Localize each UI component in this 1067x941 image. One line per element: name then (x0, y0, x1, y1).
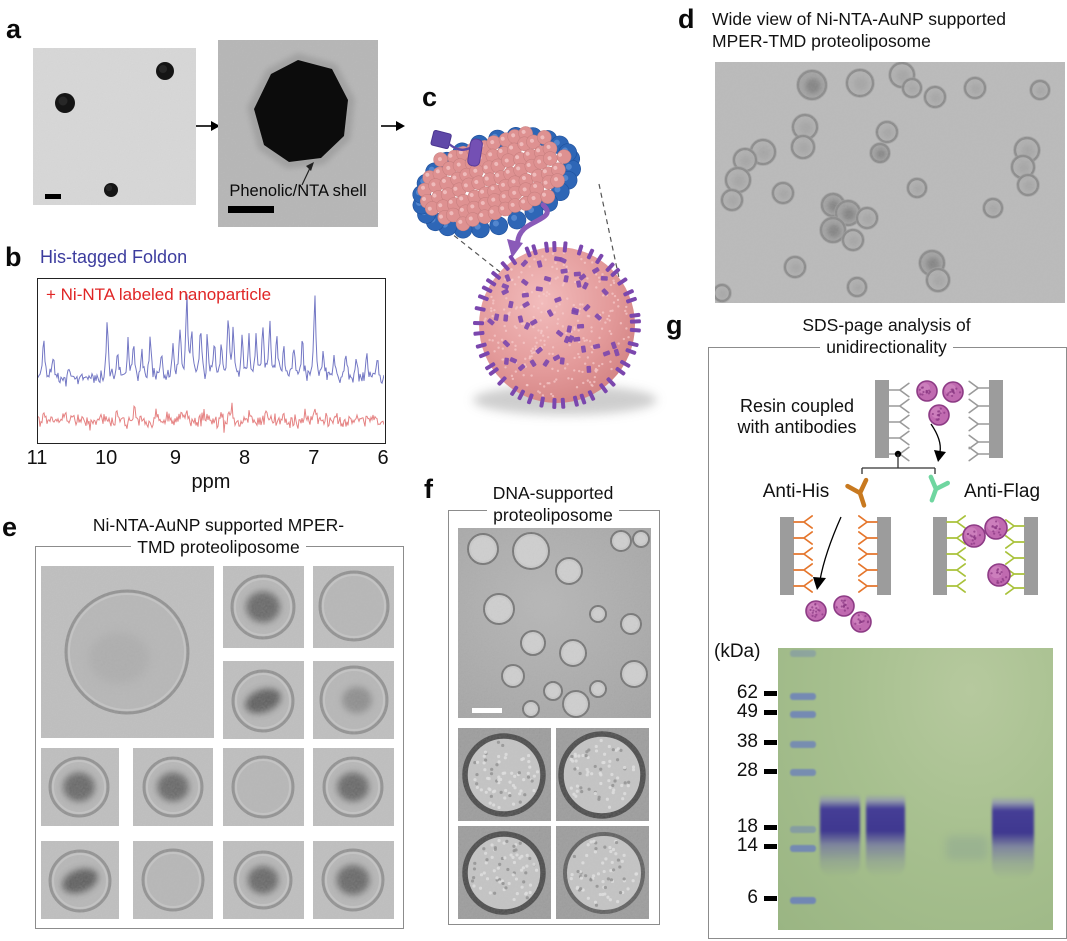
anti-his-label: Anti-His (762, 481, 830, 502)
gel-marker-label: 49 (736, 701, 758, 722)
panel-g-title-line2: unidirectionality (820, 336, 953, 358)
gel-marker-label: 38 (736, 731, 758, 752)
panel-g-label: g (666, 310, 683, 340)
tem-dna-closeup-tile (458, 728, 551, 821)
tem-tile (41, 566, 214, 738)
gel-marker-tick (764, 691, 777, 696)
gel-ladder-band (790, 769, 816, 776)
panel-e-title: Ni-NTA-AuNP supported MPER- TMD proteoli… (35, 514, 402, 558)
panel-e-title-line2: TMD proteoliposome (131, 536, 306, 558)
tem-tile (41, 841, 119, 919)
nmr-tick-label: 10 (95, 447, 118, 469)
gel-marker-label: 62 (736, 682, 758, 703)
nmr-tick-label: 7 (308, 447, 320, 469)
tem-dna-closeup-tile (556, 728, 649, 821)
panel-e-label: e (2, 512, 18, 542)
gel-marker-label: 18 (736, 816, 758, 837)
panel-d-title-line1: Wide view of Ni-NTA-AuNP supported (712, 9, 1007, 29)
panel-a-label: a (6, 14, 22, 44)
panel-b-label: b (5, 242, 22, 272)
tem-wide-view (715, 62, 1065, 303)
tem-aunp-closeup: Phenolic/NTA shell (218, 40, 378, 227)
tem-tile (223, 841, 304, 919)
tem-wide-view-art (715, 62, 1065, 303)
resin-label: Resin coupled with antibodies (727, 396, 867, 438)
shell-annotation-label: Phenolic/NTA shell (229, 182, 367, 200)
panel-g-title: SDS-page analysis of unidirectionality (708, 314, 1065, 358)
nmr-tick-label: 11 (26, 447, 48, 469)
panel-f-label: f (424, 474, 433, 504)
nmr-series-blue-title: His-tagged Foldon (40, 247, 188, 267)
scale-bar (472, 708, 502, 713)
tem-tile (223, 748, 304, 826)
gel-sample-band (820, 794, 860, 876)
nanodisc-liposome-illustration (412, 126, 657, 415)
panel-f-title: DNA-supported proteoliposome (448, 482, 658, 526)
resin-label-line2: with antibodies (737, 417, 857, 437)
nmr-plot: + Ni-NTA labeled nanoparticle (37, 278, 386, 444)
tem-dna-wide-art (458, 528, 651, 718)
tem-tile (223, 661, 304, 739)
gel-marker-label: 14 (736, 835, 758, 856)
panel-f-title-line2: proteoliposome (487, 504, 619, 526)
sds-page-gel (778, 648, 1053, 930)
panel-d-title-line2: MPER-TMD proteoliposome (712, 31, 931, 51)
arrow-right-icon (196, 121, 220, 131)
gel-marker-tick (764, 769, 777, 774)
gel-marker-tick (764, 896, 777, 901)
scale-bar (45, 194, 61, 199)
arrow-right-icon (381, 121, 405, 131)
gel-marker-tick (764, 825, 777, 830)
nmr-tick-label: 9 (169, 447, 181, 469)
panel-c-label: c (422, 82, 438, 112)
panel-d-title: Wide view of Ni-NTA-AuNP supported MPER-… (712, 8, 1067, 52)
gel-marker-tick (764, 710, 777, 715)
nmr-traces (37, 293, 385, 433)
nmr-x-axis-label: ppm (191, 471, 231, 493)
gel-unit-label: (kDa) (714, 641, 761, 662)
gel-marker-label: 6 (747, 887, 758, 908)
gel-ladder-band (790, 826, 816, 833)
gel-ladder-band (790, 650, 816, 657)
panel-e-title-line1: Ni-NTA-AuNP supported MPER- (92, 515, 345, 535)
panel-g-title-line1: SDS-page analysis of (802, 315, 971, 335)
tem-tile (313, 841, 394, 919)
tem-tile (313, 566, 394, 648)
tem-aunp-overview-art (33, 48, 196, 205)
tem-tile (313, 661, 394, 739)
tem-tile (133, 748, 213, 826)
nmr-tick-label: 8 (239, 447, 251, 469)
panel-e-box (35, 546, 404, 929)
gel-marker-tick (764, 740, 777, 745)
anti-flag-label: Anti-Flag (963, 481, 1041, 502)
nmr-series-red-label: + Ni-NTA labeled nanoparticle (46, 285, 272, 304)
gel-sample-band (992, 796, 1034, 878)
nmr-tick-label: 6 (377, 447, 389, 469)
panel-f-box (448, 510, 660, 925)
gel-marker-tick (764, 844, 777, 849)
gel-ladder-band (790, 741, 816, 748)
panel-f-title-line1: DNA-supported (492, 483, 614, 503)
tem-tile (313, 748, 394, 826)
tem-dna-closeup-tile (458, 826, 551, 919)
gel-marker-label: 28 (736, 760, 758, 781)
gel-ladder-band (790, 711, 816, 718)
tem-tile (41, 748, 119, 826)
gel-ladder-band (790, 897, 816, 904)
tem-tile (223, 566, 304, 648)
gel-faint-smear (946, 836, 988, 860)
panel-d-label: d (678, 4, 695, 34)
gel-sample-band (866, 794, 905, 876)
tem-tile (133, 841, 213, 919)
tem-aunp-overview (33, 48, 196, 205)
tem-dna-closeup-tile (556, 826, 649, 919)
gel-ladder-band (790, 693, 816, 700)
scale-bar (228, 206, 274, 213)
gel-ladder-band (790, 845, 816, 852)
tem-aunp-closeup-art (218, 40, 378, 227)
resin-label-line1: Resin coupled (739, 396, 855, 416)
resin-antibody-schematic (780, 380, 1038, 633)
tem-dna-wide (458, 528, 651, 718)
